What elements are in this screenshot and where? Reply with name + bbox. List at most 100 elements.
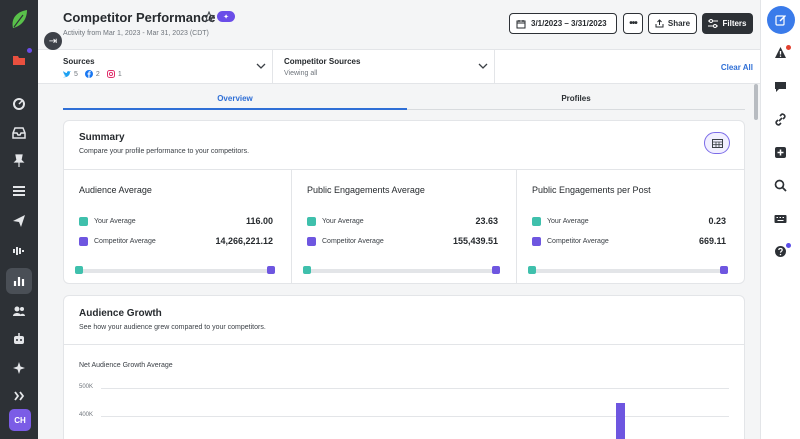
star-icon[interactable] [203,11,215,23]
summary-title: Summary [79,132,125,143]
share-label: Share [667,19,691,28]
competitor-growth-bar[interactable] [616,403,625,439]
pin-icon[interactable] [6,148,32,174]
sliders-icon [708,19,719,28]
sprout-logo-icon[interactable] [9,8,29,30]
filters-label: Filters [722,19,747,28]
competitor-legend-swatch [79,236,88,246]
link-icon[interactable] [773,112,787,126]
metric-title: Public Engagements per Post [532,185,651,195]
chart-label: Net Audience Growth Average [79,362,173,369]
audience-growth-title: Audience Growth [79,308,162,319]
table-icon [711,138,723,148]
ai-assist-icon[interactable]: ✦ [217,11,235,22]
reports-icon[interactable] [6,268,32,294]
tab-overview[interactable]: Overview [63,88,407,110]
activity-range: Activity from Mar 1, 2023 - Mar 31, 2023… [63,30,209,37]
page-header: Competitor Performance ✦ Activity from M… [38,0,760,46]
summary-description: Compare your profile performance to your… [79,148,250,155]
expand-sidebar-icon[interactable]: ⇥ [44,32,62,50]
more-options-button[interactable]: ••• [623,13,643,34]
alert-icon[interactable] [773,45,787,59]
listening-icon[interactable] [6,238,32,264]
apps-icon[interactable] [6,383,32,409]
facebook-icon [84,70,93,78]
help-dot [786,243,791,248]
keyboard-icon[interactable] [773,211,787,225]
competitor-average-label: Competitor Average [322,237,384,245]
list-icon[interactable] [6,178,32,204]
main-content: Competitor Performance ✦ Activity from M… [38,0,760,439]
star-sparkle-icon[interactable] [6,355,32,381]
your-legend-swatch [79,216,88,226]
messages-icon[interactable] [773,79,787,93]
comparison-bar [79,269,273,273]
competitor-average-value: 14,266,221.12 [215,236,273,246]
avatar[interactable]: CH [9,409,31,431]
audience-growth-card: Audience Growth See how your audience gr… [63,295,745,439]
folder-icon[interactable] [6,47,32,73]
metric-public-engagements-per-post: Public Engagements per Post Your Average… [517,169,744,284]
search-icon[interactable] [773,178,787,192]
filters-button[interactable]: Filters [702,13,753,34]
sources-label: Sources [63,57,95,66]
chevron-down-icon [478,63,488,69]
send-icon[interactable] [6,208,32,234]
competitor-sources-value: Viewing all [284,70,318,77]
compose-icon [775,15,786,26]
competitor-bar-marker [267,266,275,274]
date-range-label: 3/1/2023 – 3/31/2023 [531,19,607,28]
competitor-average-row: Competitor Average 14,266,221.12 [79,235,273,247]
calendar-icon [516,19,526,28]
your-average-value: 0.23 [708,216,726,226]
your-average-row: Your Average 23.63 [307,215,498,227]
instagram-count: 1 [117,70,122,78]
your-average-row: Your Average 116.00 [79,215,273,227]
your-bar-marker [528,266,536,274]
dashboard-icon[interactable] [6,90,32,116]
page-title: Competitor Performance [63,10,216,25]
sources-filter[interactable]: Sources 5 2 1 [38,50,273,83]
competitor-average-value: 155,439.51 [452,236,498,246]
bot-icon[interactable] [6,326,32,352]
alert-dot [786,45,791,50]
people-icon[interactable] [6,298,32,324]
your-average-label: Your Average [322,217,364,225]
divider [64,344,744,345]
competitor-average-label: Competitor Average [547,237,609,245]
help-icon[interactable] [773,244,787,258]
your-bar-marker [303,266,311,274]
your-average-label: Your Average [94,217,136,225]
your-average-label: Your Average [547,217,589,225]
date-range-button[interactable]: 3/1/2023 – 3/31/2023 [509,13,617,34]
gridline [101,416,729,417]
compose-button[interactable] [767,6,795,34]
audience-growth-description: See how your audience grew compared to y… [79,324,266,331]
metric-public-engagements-average: Public Engagements Average Your Average … [291,169,517,284]
competitor-average-value: 669.11 [698,236,726,246]
share-button[interactable]: Share [648,13,697,34]
chevron-down-icon [256,63,266,69]
tab-profiles[interactable]: Profiles [561,94,591,103]
competitor-sources-filter[interactable]: Competitor Sources Viewing all [273,50,495,83]
competitor-average-label: Competitor Average [94,237,156,245]
competitor-bar-marker [720,266,728,274]
left-sidebar: CH [0,0,38,439]
clear-all-link[interactable]: Clear All [720,63,753,72]
competitor-legend-swatch [532,236,541,246]
competitor-average-row: Competitor Average 155,439.51 [307,235,498,247]
inbox-icon[interactable] [6,120,32,146]
twitter-count: 5 [74,70,78,78]
right-sidebar [760,0,800,439]
competitor-legend-swatch [307,236,316,246]
competitor-average-row: Competitor Average 669.11 [532,235,726,247]
twitter-icon [63,70,71,77]
gridline [101,388,729,389]
scrollbar[interactable] [754,84,758,120]
table-view-button[interactable] [704,132,730,154]
add-icon[interactable] [773,145,787,159]
your-bar-marker [75,266,83,274]
y-tick-label: 500K [79,384,94,390]
comparison-bar [532,269,726,273]
facebook-count: 2 [95,70,100,78]
